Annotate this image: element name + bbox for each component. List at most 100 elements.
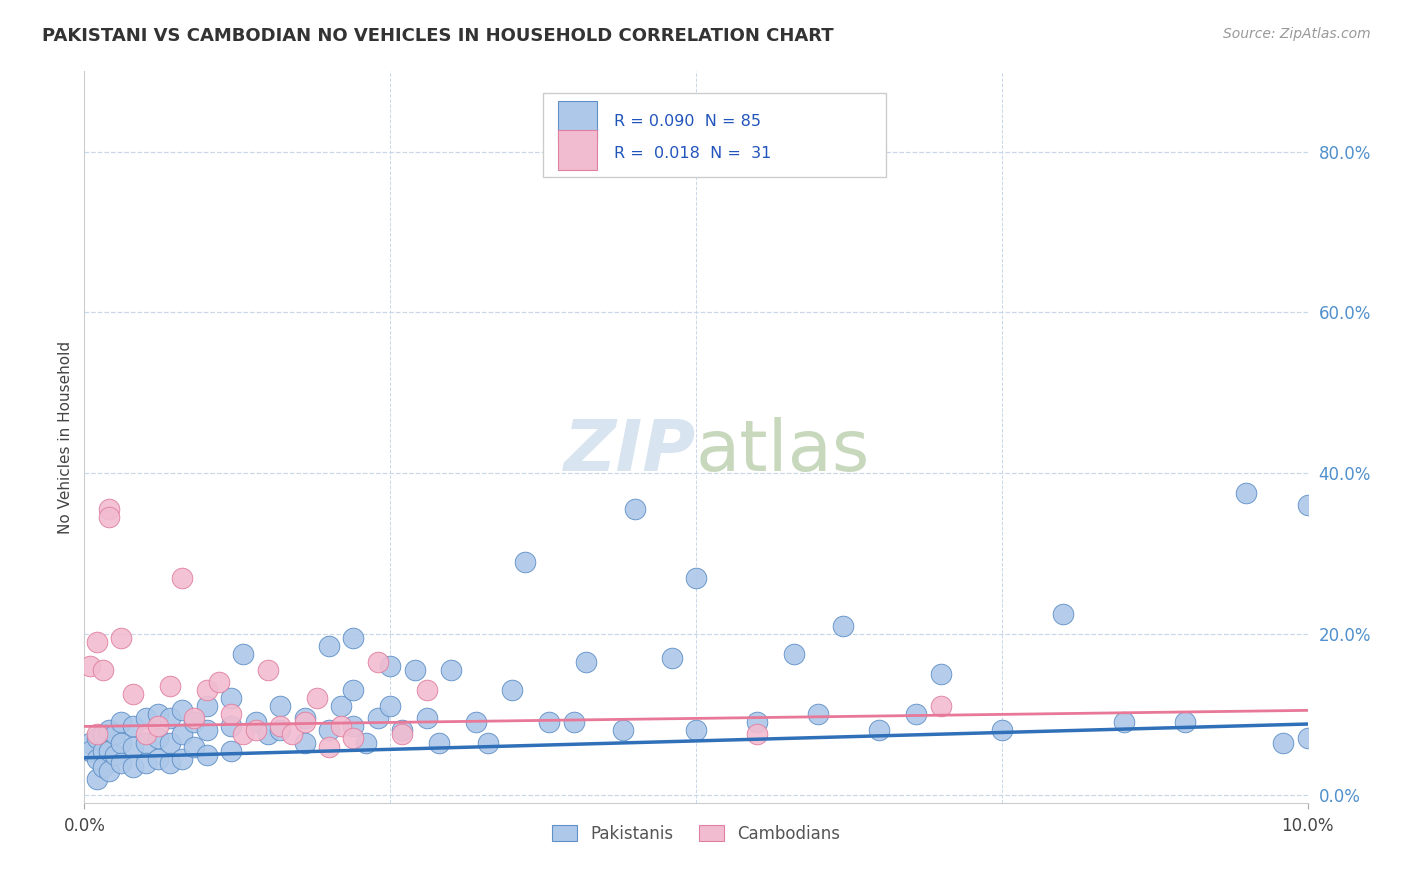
Point xyxy=(79,659,101,673)
Point xyxy=(330,719,353,733)
Point xyxy=(427,735,450,749)
Point xyxy=(1236,486,1258,500)
Point xyxy=(110,756,132,770)
Point xyxy=(831,619,853,633)
Point xyxy=(869,723,891,738)
Point xyxy=(122,687,145,701)
Point xyxy=(354,735,377,749)
Point xyxy=(97,510,120,524)
Point xyxy=(97,502,120,516)
Point xyxy=(294,735,316,749)
Point xyxy=(195,699,218,714)
Point xyxy=(110,715,132,730)
Point xyxy=(905,707,928,722)
Point xyxy=(257,663,280,677)
Point xyxy=(86,727,108,741)
Bar xyxy=(558,101,598,141)
Point xyxy=(685,571,707,585)
Point xyxy=(91,743,114,757)
Point xyxy=(86,731,108,746)
Text: atlas: atlas xyxy=(696,417,870,486)
Point xyxy=(91,759,114,773)
Legend: Pakistanis, Cambodians: Pakistanis, Cambodians xyxy=(546,818,846,849)
Point xyxy=(172,727,194,741)
Point xyxy=(294,711,316,725)
Point xyxy=(783,647,806,661)
Point xyxy=(612,723,634,738)
Point xyxy=(86,772,108,786)
Point xyxy=(159,679,181,693)
Point xyxy=(232,727,254,741)
Point xyxy=(208,675,231,690)
Point xyxy=(97,764,120,778)
Point xyxy=(135,735,157,749)
Point xyxy=(318,739,340,754)
Bar xyxy=(558,130,598,170)
Point xyxy=(183,711,205,725)
Point xyxy=(79,743,101,757)
Point xyxy=(86,751,108,765)
Point xyxy=(91,727,114,741)
Point xyxy=(104,747,127,762)
Point xyxy=(477,735,499,749)
Point xyxy=(146,707,169,722)
Point xyxy=(342,683,364,698)
Point xyxy=(122,739,145,754)
Point xyxy=(1174,715,1197,730)
Point xyxy=(440,663,463,677)
Point xyxy=(807,707,830,722)
Point xyxy=(342,631,364,645)
Point xyxy=(747,715,769,730)
Point xyxy=(538,715,561,730)
Point xyxy=(219,691,242,706)
Point xyxy=(747,727,769,741)
Point xyxy=(219,707,242,722)
Point xyxy=(195,747,218,762)
Point xyxy=(318,639,340,653)
Point xyxy=(245,723,267,738)
Point xyxy=(1296,499,1319,513)
Point xyxy=(330,699,353,714)
Point xyxy=(183,739,205,754)
Point xyxy=(391,723,413,738)
Point xyxy=(318,723,340,738)
Text: R = 0.090  N = 85: R = 0.090 N = 85 xyxy=(614,113,761,128)
Point xyxy=(575,655,598,669)
Point xyxy=(195,683,218,698)
FancyBboxPatch shape xyxy=(543,94,886,178)
Point xyxy=(97,743,120,757)
Point xyxy=(269,719,291,733)
Point xyxy=(183,715,205,730)
Point xyxy=(146,731,169,746)
Point xyxy=(416,683,439,698)
Text: Source: ZipAtlas.com: Source: ZipAtlas.com xyxy=(1223,27,1371,41)
Point xyxy=(367,655,389,669)
Point xyxy=(219,743,242,757)
Point xyxy=(294,715,316,730)
Point xyxy=(624,502,647,516)
Point xyxy=(146,751,169,765)
Point xyxy=(159,735,181,749)
Point xyxy=(685,723,707,738)
Point xyxy=(245,715,267,730)
Point xyxy=(86,635,108,649)
Point xyxy=(305,691,328,706)
Text: ZIP: ZIP xyxy=(564,417,696,486)
Point xyxy=(513,555,536,569)
Point xyxy=(172,571,194,585)
Point xyxy=(159,711,181,725)
Point xyxy=(146,719,169,733)
Point xyxy=(219,719,242,733)
Point xyxy=(1052,607,1074,621)
Point xyxy=(135,727,157,741)
Point xyxy=(281,727,304,741)
Point xyxy=(172,751,194,765)
Point xyxy=(929,699,952,714)
Point xyxy=(135,711,157,725)
Text: R =  0.018  N =  31: R = 0.018 N = 31 xyxy=(614,145,772,161)
Point xyxy=(342,719,364,733)
Point xyxy=(661,651,683,665)
Point xyxy=(380,699,402,714)
Point xyxy=(562,715,585,730)
Point xyxy=(110,735,132,749)
